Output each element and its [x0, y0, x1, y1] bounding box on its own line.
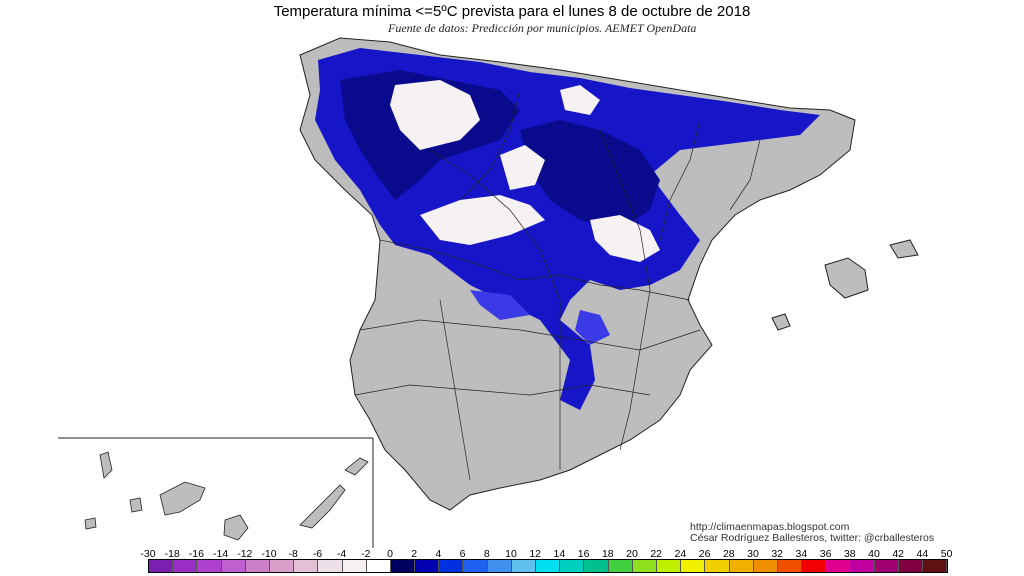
legend-swatch	[560, 560, 585, 572]
legend-swatch	[511, 560, 536, 572]
legend-label: 44	[916, 548, 929, 560]
legend-swatch	[826, 560, 851, 572]
legend-labels: -30 -18 -16 -14 -12 -10 -8 -6 -4 -2 0 2 4 6 8 10 12 14 16 1…	[0, 548, 1024, 560]
legend-label: 30	[747, 548, 759, 560]
menorca-island	[889, 239, 919, 259]
legend-label: 18	[601, 548, 614, 560]
legend-label: 16	[577, 548, 590, 560]
legend-label: -10	[261, 548, 277, 560]
map-title: Temperatura mínima <=5ºC prevista para e…	[273, 3, 751, 20]
legend-swatch	[536, 560, 561, 572]
credits-author: César Rodríguez Ballesteros, twitter: @c…	[690, 532, 935, 544]
credits: http://climaenmapas.blogspot.com César R…	[690, 522, 934, 544]
legend-label: 10	[505, 548, 517, 560]
legend-label: 6	[459, 548, 466, 560]
legend-swatch	[269, 560, 295, 572]
legend-label: 36	[819, 548, 832, 560]
legend-swatch	[149, 560, 174, 572]
legend-label: 0	[387, 548, 393, 560]
legend-label: -6	[312, 548, 323, 560]
snow-areas	[390, 80, 660, 262]
legend-swatch	[850, 560, 875, 572]
legend-swatch	[197, 560, 222, 572]
legend-swatch	[245, 560, 270, 572]
legend-label: 20	[626, 548, 638, 560]
legend-label: 32	[771, 548, 784, 560]
legend-label: 22	[650, 548, 663, 560]
legend-label: -8	[288, 548, 298, 560]
legend-label: -2	[361, 548, 371, 560]
legend-swatch	[584, 560, 609, 572]
legend-swatch	[463, 560, 488, 572]
legend-label: 26	[698, 548, 711, 560]
legend-label: 40	[868, 548, 880, 560]
legend-swatch	[294, 560, 319, 572]
legend-swatch	[390, 560, 416, 572]
legend-swatch	[923, 560, 948, 572]
legend-label: -16	[188, 548, 204, 560]
legend-label: -18	[164, 548, 180, 560]
legend-label: 38	[843, 548, 856, 560]
legend-swatch	[318, 560, 343, 572]
legend-swatch	[729, 560, 754, 572]
province-borders	[354, 89, 761, 481]
legend-label: -14	[213, 548, 229, 560]
legend-swatch	[366, 560, 391, 572]
legend-label: -12	[237, 548, 253, 560]
legend-swatch	[415, 560, 440, 572]
legend-label: 12	[529, 548, 542, 560]
legend-label: 24	[674, 548, 687, 560]
legend-label: 28	[722, 548, 735, 560]
legend-swatch	[705, 560, 730, 572]
credits-url: http://climaenmapas.blogspot.com	[690, 521, 850, 533]
legend-swatch	[608, 560, 633, 572]
mallorca-island	[824, 257, 869, 299]
legend-swatch	[439, 560, 464, 572]
legend-swatch	[221, 560, 246, 572]
legend-colorbar	[148, 559, 949, 573]
legend-swatch	[656, 560, 682, 572]
legend-swatch	[898, 560, 923, 572]
legend-label: 14	[553, 548, 566, 560]
legend-label: 8	[483, 548, 490, 560]
legend-swatch	[173, 560, 198, 572]
legend-swatch	[753, 560, 778, 572]
legend-swatch	[632, 560, 657, 572]
legend-label: -30	[140, 548, 156, 560]
legend-swatch	[681, 560, 706, 572]
legend-label: -4	[336, 548, 347, 560]
legend-swatch	[487, 560, 512, 572]
ibiza-island	[771, 313, 791, 331]
legend-label: 34	[795, 548, 808, 560]
map-subtitle: Fuente de datos: Predicción por municipi…	[388, 21, 697, 35]
legend-label: 50	[940, 548, 953, 560]
legend-swatch	[777, 560, 803, 572]
legend-label: 42	[892, 548, 905, 560]
canary-inset	[58, 437, 374, 548]
legend-swatch	[342, 560, 367, 572]
legend-swatch	[874, 560, 899, 572]
legend-label: 2	[411, 548, 418, 560]
legend-swatch	[802, 560, 827, 572]
legend-label: 4	[435, 548, 442, 560]
